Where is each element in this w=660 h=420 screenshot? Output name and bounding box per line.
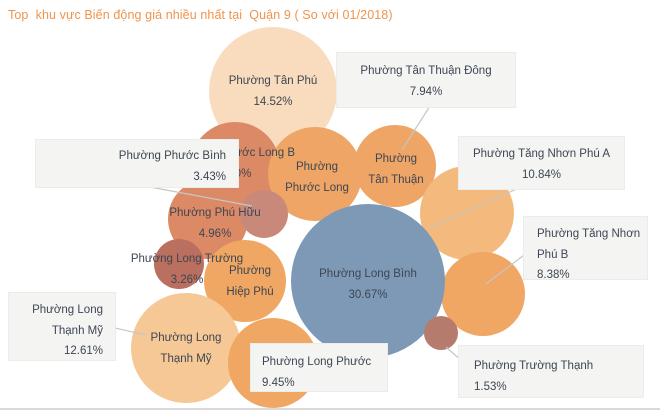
callout-tang-nhon-phu-a: Phường Tăng Nhơn Phú A 10.84% <box>458 136 625 190</box>
callout-tan-thuan-dong: Phường Tân Thuận Đông 7.94% <box>336 52 516 108</box>
callout-long-phuoc: Phường Long Phước 9.45% <box>250 343 388 392</box>
bubble-phuoc-binh[interactable] <box>240 190 288 238</box>
callout-long-thanh-my: Phường Long Thạnh Mỹ 12.61% <box>8 292 116 361</box>
chart-title: Top khu vực Biến động giá nhiều nhất tại… <box>8 8 393 22</box>
bottom-divider <box>0 408 660 410</box>
bubble-long-binh[interactable] <box>291 204 445 358</box>
callout-truong-thanh: Phường Trường Thạnh 1.53% <box>458 345 644 398</box>
bubble-truong-thanh[interactable] <box>424 316 458 350</box>
callout-phuoc-binh: Phường Phước Bình 3.43% <box>35 139 239 188</box>
callout-tang-nhon-phu-b: Phường Tăng Nhơn Phú B 8.38% <box>523 216 648 281</box>
bubble-long-thanh-my[interactable] <box>131 293 241 403</box>
bubble-long-truong[interactable] <box>154 239 204 289</box>
